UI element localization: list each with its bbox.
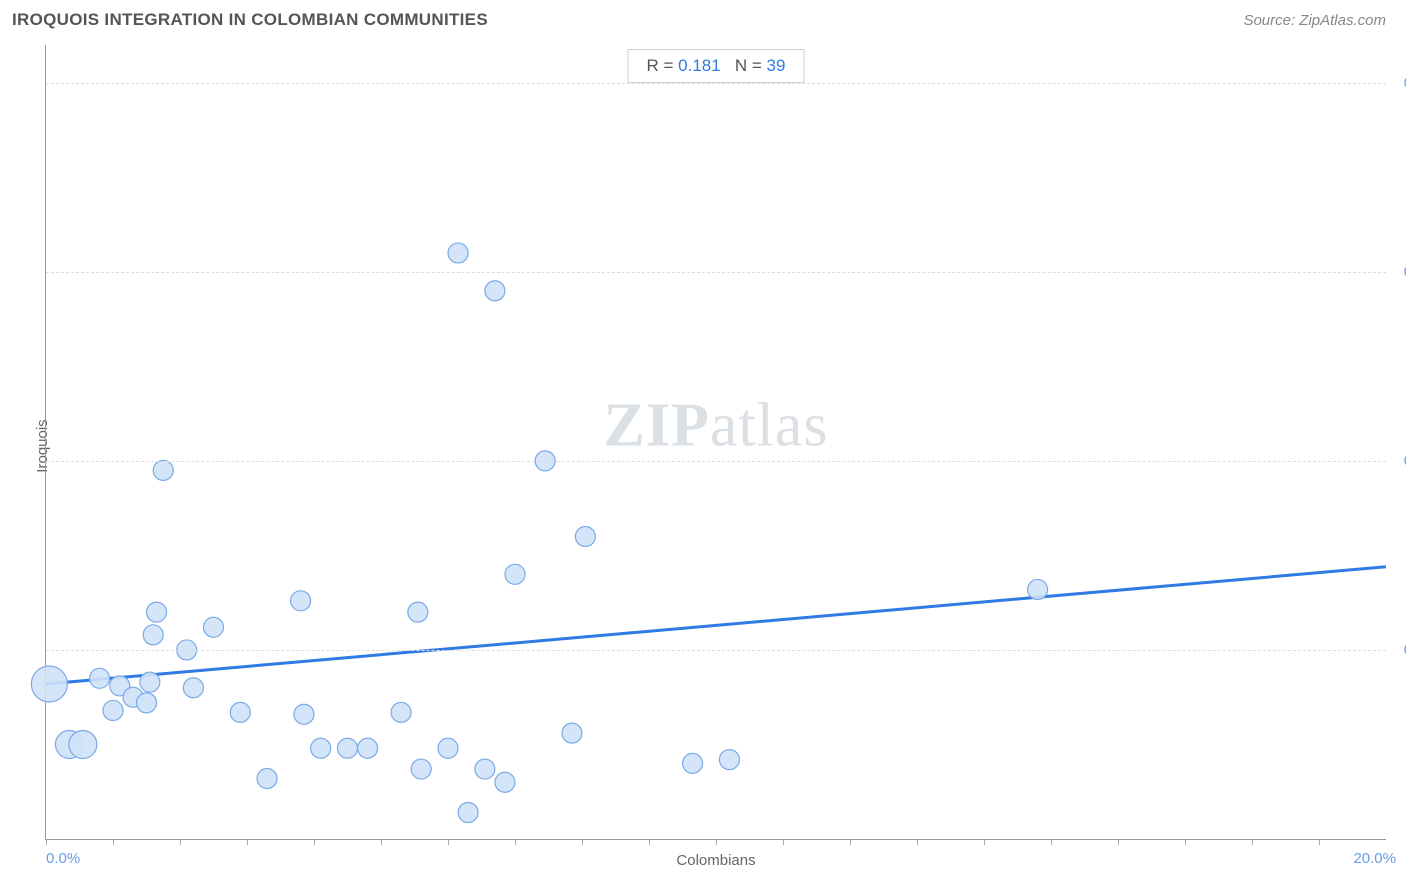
x-tick bbox=[46, 839, 47, 845]
x-tick bbox=[448, 839, 449, 845]
x-tick bbox=[984, 839, 985, 845]
data-point[interactable] bbox=[257, 769, 277, 789]
grid-line bbox=[46, 650, 1386, 651]
data-point[interactable] bbox=[1028, 579, 1048, 599]
data-point[interactable] bbox=[458, 803, 478, 823]
trendline bbox=[46, 567, 1386, 684]
data-point[interactable] bbox=[408, 602, 428, 622]
data-point[interactable] bbox=[485, 281, 505, 301]
data-point[interactable] bbox=[505, 564, 525, 584]
x-tick bbox=[850, 839, 851, 845]
data-point[interactable] bbox=[358, 738, 378, 758]
data-point[interactable] bbox=[153, 460, 173, 480]
stats-box: R = 0.181 N = 39 bbox=[628, 49, 805, 83]
x-tick bbox=[314, 839, 315, 845]
grid-line bbox=[46, 272, 1386, 273]
source-attribution: Source: ZipAtlas.com bbox=[1243, 12, 1386, 29]
data-point[interactable] bbox=[448, 243, 468, 263]
data-point[interactable] bbox=[495, 772, 515, 792]
data-point[interactable] bbox=[183, 678, 203, 698]
x-tick bbox=[716, 839, 717, 845]
n-value: 39 bbox=[767, 56, 786, 75]
data-point[interactable] bbox=[147, 602, 167, 622]
x-tick bbox=[649, 839, 650, 845]
data-point[interactable] bbox=[411, 759, 431, 779]
r-value: 0.181 bbox=[678, 56, 721, 75]
data-point[interactable] bbox=[90, 668, 110, 688]
stats-gap bbox=[721, 56, 735, 75]
data-point[interactable] bbox=[143, 625, 163, 645]
data-point[interactable] bbox=[719, 750, 739, 770]
data-point[interactable] bbox=[683, 753, 703, 773]
data-point[interactable] bbox=[291, 591, 311, 611]
data-point[interactable] bbox=[294, 704, 314, 724]
x-tick bbox=[917, 839, 918, 845]
data-point[interactable] bbox=[69, 730, 97, 758]
x-tick bbox=[1051, 839, 1052, 845]
r-label: R = bbox=[647, 56, 679, 75]
x-tick bbox=[1185, 839, 1186, 845]
data-point[interactable] bbox=[475, 759, 495, 779]
x-min-label: 0.0% bbox=[46, 850, 80, 867]
data-point[interactable] bbox=[204, 617, 224, 637]
x-tick bbox=[381, 839, 382, 845]
page-title: IROQUOIS INTEGRATION IN COLOMBIAN COMMUN… bbox=[12, 10, 488, 30]
data-point[interactable] bbox=[103, 700, 123, 720]
data-point[interactable] bbox=[338, 738, 358, 758]
x-tick bbox=[1118, 839, 1119, 845]
x-tick bbox=[113, 839, 114, 845]
x-tick bbox=[247, 839, 248, 845]
plot-svg bbox=[46, 45, 1386, 839]
data-point[interactable] bbox=[438, 738, 458, 758]
grid-line bbox=[46, 461, 1386, 462]
data-point[interactable] bbox=[140, 672, 160, 692]
data-point[interactable] bbox=[391, 702, 411, 722]
x-tick bbox=[515, 839, 516, 845]
data-point[interactable] bbox=[311, 738, 331, 758]
x-tick bbox=[1319, 839, 1320, 845]
x-axis-label: Colombians bbox=[676, 852, 755, 869]
x-tick bbox=[180, 839, 181, 845]
scatter-chart: R = 0.181 N = 39 ZIPatlas 0.0% 20.0% Col… bbox=[45, 45, 1386, 840]
x-tick bbox=[1252, 839, 1253, 845]
data-point[interactable] bbox=[562, 723, 582, 743]
n-label: N = bbox=[735, 56, 767, 75]
data-point[interactable] bbox=[137, 693, 157, 713]
data-point[interactable] bbox=[31, 666, 67, 702]
x-max-label: 20.0% bbox=[1353, 850, 1396, 867]
data-point[interactable] bbox=[230, 702, 250, 722]
x-tick bbox=[582, 839, 583, 845]
x-tick bbox=[783, 839, 784, 845]
data-point[interactable] bbox=[575, 527, 595, 547]
